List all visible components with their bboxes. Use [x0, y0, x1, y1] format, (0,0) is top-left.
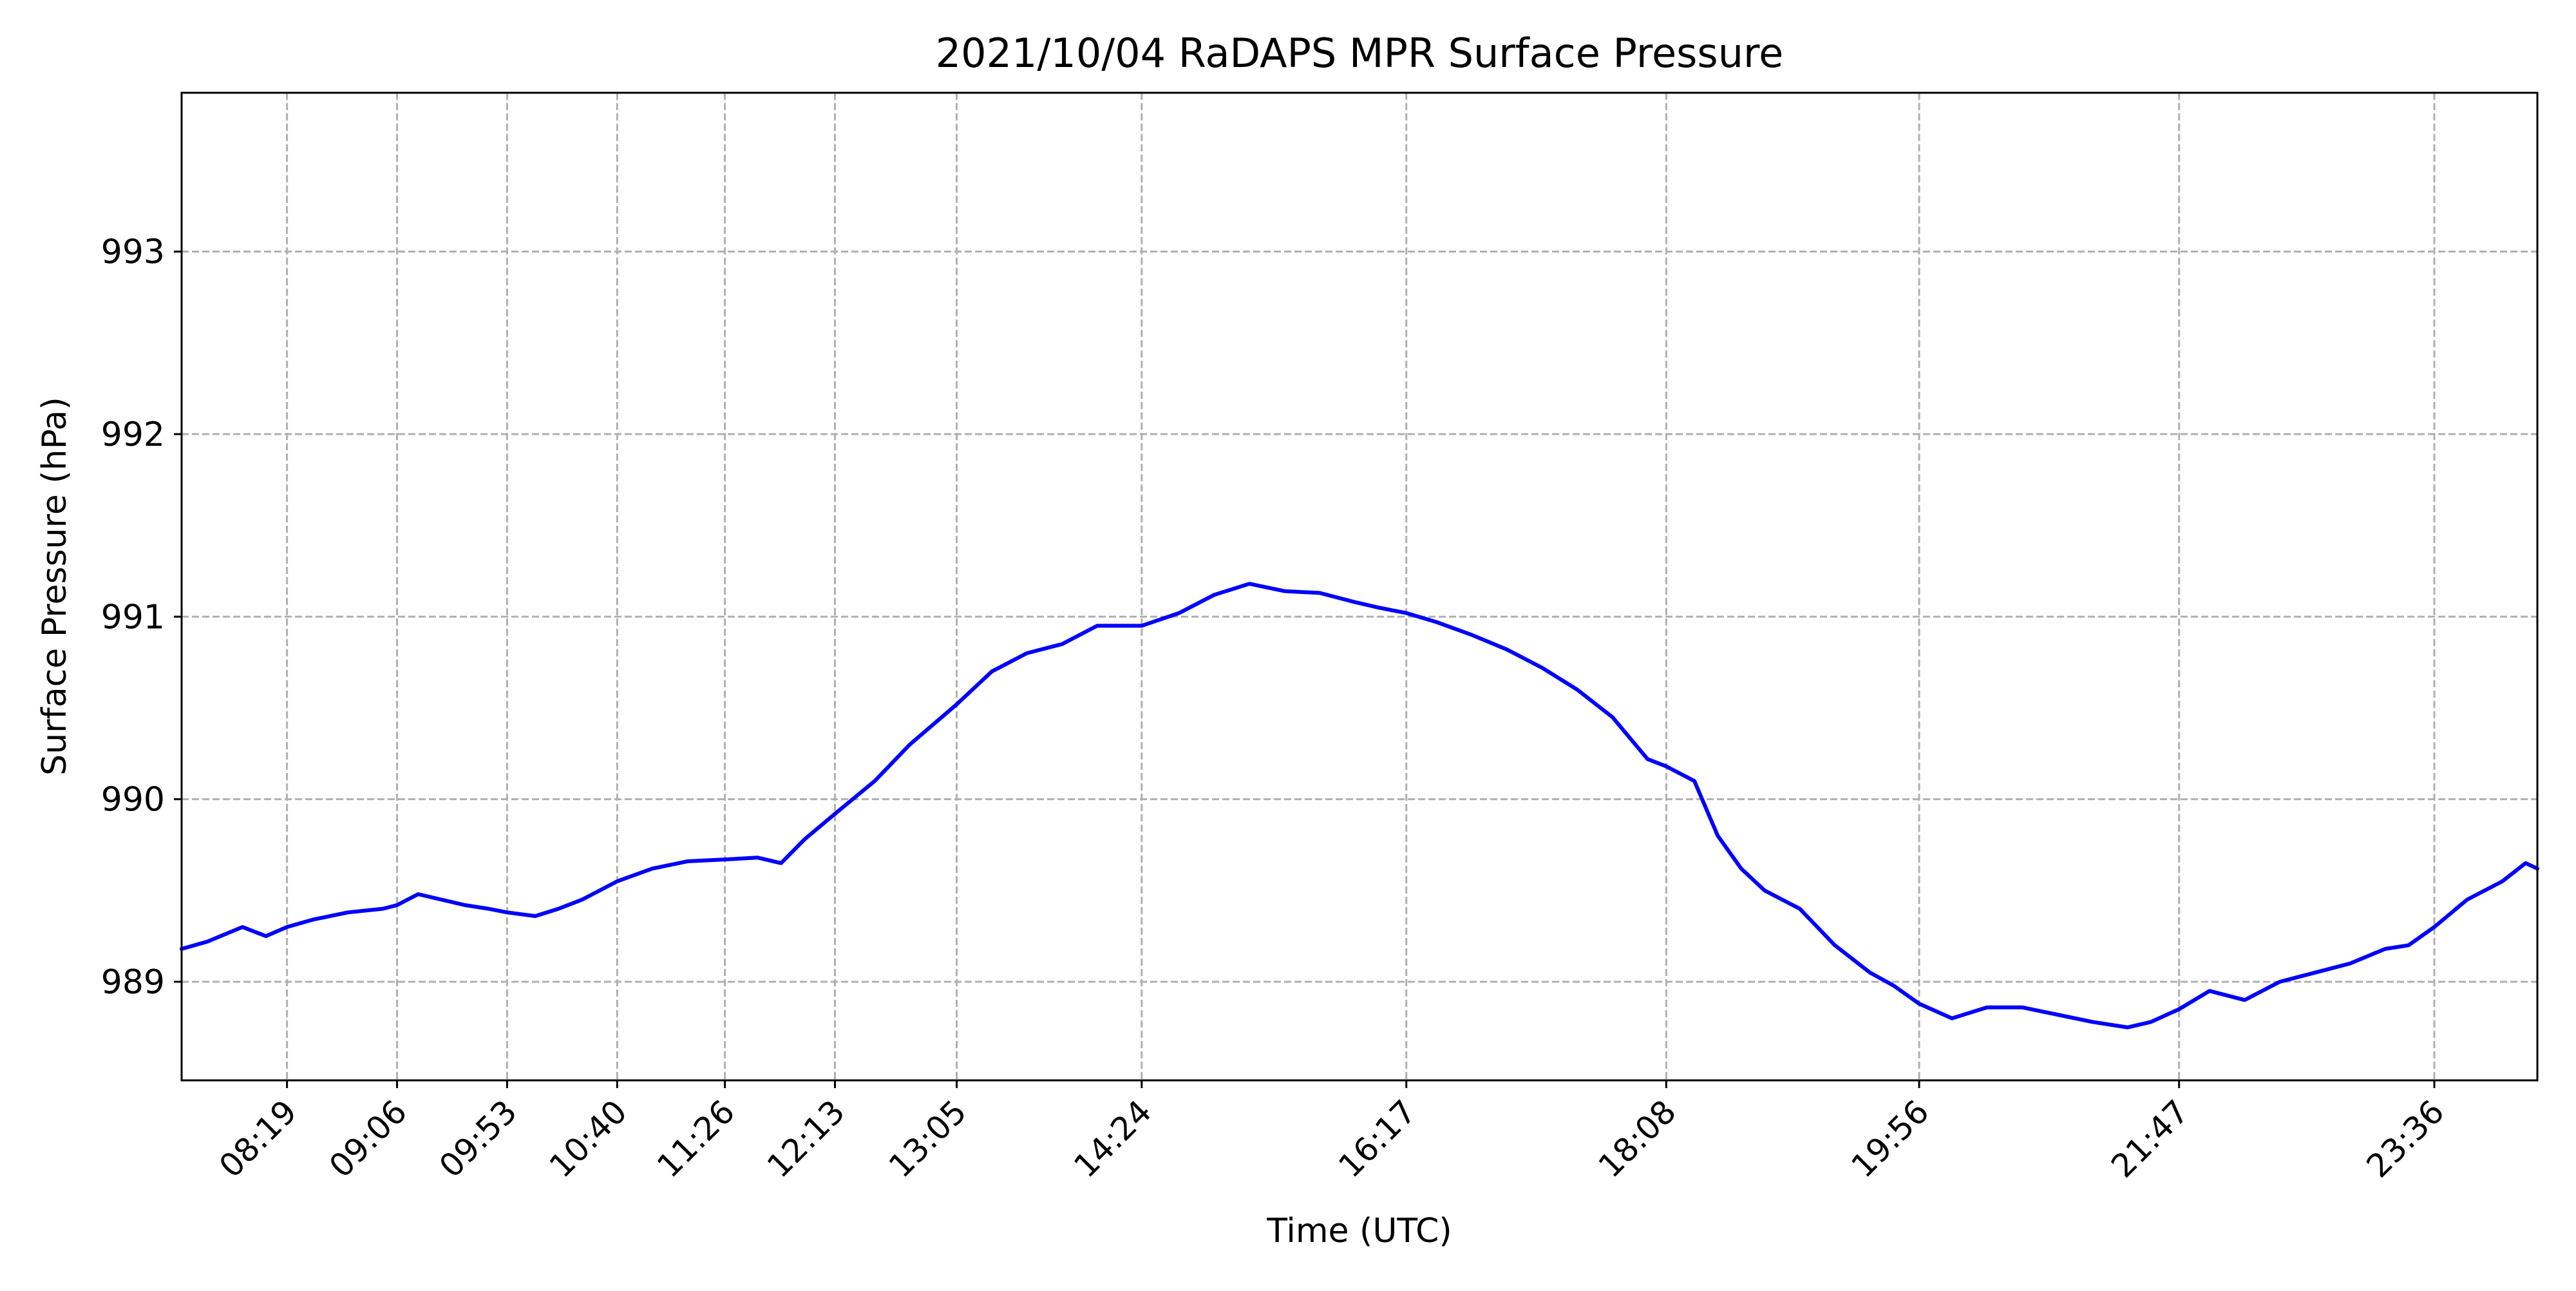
- y-tick-label: 989: [101, 963, 165, 1002]
- x-tick-label: 21:47: [2104, 1093, 2196, 1185]
- x-tick-label: 16:17: [1331, 1093, 1423, 1185]
- plot-area-frame: [180, 91, 2539, 1082]
- x-tick-label: 14:24: [1066, 1093, 1159, 1185]
- y-axis-label: Surface Pressure (hPa): [35, 397, 74, 776]
- x-tick-label: 09:06: [322, 1093, 414, 1185]
- y-tick-label: 992: [101, 416, 165, 454]
- y-tick-label: 993: [101, 233, 165, 272]
- grid-lines: [182, 93, 2537, 1080]
- x-tick-label: 09:53: [432, 1093, 524, 1185]
- x-tick-label: 12:13: [760, 1093, 852, 1185]
- x-tick-label: 10:40: [542, 1093, 634, 1185]
- x-tick-label: 18:08: [1591, 1093, 1683, 1185]
- x-axis-ticks: 08:19 09:06 09:53 10:40 11:26 12:13 13:05 14:24…: [212, 1080, 2451, 1185]
- x-tick-label: 08:19: [212, 1093, 304, 1185]
- x-tick-label: 19:56: [1844, 1093, 1937, 1185]
- series-layer: [180, 582, 2539, 1029]
- y-tick-label: 991: [101, 598, 165, 636]
- chart-title: 2021/10/04 RaDAPS MPR Surface Pressure: [936, 30, 1784, 77]
- x-tick-label: 11:26: [650, 1093, 742, 1185]
- series-line-0: [180, 582, 2539, 1029]
- y-axis-ticks: 989 990 991 992 993: [101, 233, 182, 1002]
- x-tick-label: 23:36: [2360, 1093, 2452, 1185]
- x-tick-label: 13:05: [882, 1093, 974, 1185]
- y-tick-label: 990: [101, 781, 165, 819]
- x-axis-label: Time (UTC): [1266, 1212, 1452, 1250]
